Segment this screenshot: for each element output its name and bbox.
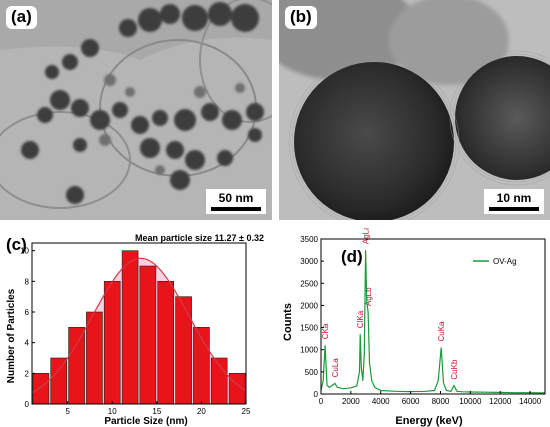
y-tick-label: 0 <box>314 390 319 399</box>
x-tick-label: 2000 <box>342 397 360 406</box>
peak-label: AgLa <box>362 228 371 244</box>
x-tick-label: 5 <box>65 407 70 416</box>
y-tick-label: 1000 <box>300 346 318 355</box>
y-axis-label: Counts <box>282 303 294 341</box>
scale-bar-label-b: 10 nm <box>496 191 532 205</box>
scale-bar-line-a <box>211 207 261 211</box>
scale-bar-label-a: 50 nm <box>218 191 254 205</box>
x-tick-label: 0 <box>319 397 324 406</box>
x-tick-label: 10000 <box>459 397 482 406</box>
y-tick-label: 2000 <box>300 301 318 310</box>
x-tick-label: 10 <box>108 407 117 416</box>
x-tick-label: 8000 <box>432 397 450 406</box>
scale-bar-b: 10 nm <box>484 189 544 214</box>
y-tick-label: 500 <box>305 368 319 377</box>
x-tick-label: 15 <box>152 407 161 416</box>
histogram-bar <box>121 250 139 405</box>
histogram-bar <box>68 327 85 405</box>
plot-frame <box>31 242 247 405</box>
histogram-bar <box>86 311 103 405</box>
eds-chart: CKa CuLa ClKa AgLa AgLb CuKa CuKb 0 500 1000 1500 2… <box>282 228 546 427</box>
spectrum-line <box>320 250 546 394</box>
x-axis-label: Particle Size (nm) <box>104 416 187 427</box>
histogram-chart: (c) Mean particle size 11.27 ± 0.32 0 2 4 6… <box>6 233 264 427</box>
peak-label: CuKa <box>437 321 446 342</box>
y-tick-label: 0 <box>25 400 30 409</box>
x-tick-label: 20 <box>197 407 206 416</box>
histogram-bar <box>175 296 192 405</box>
scale-bar-a: 50 nm <box>206 189 266 214</box>
x-tick-label: 14000 <box>519 397 542 406</box>
particle-size-histogram: (c) Mean particle size 11.27 ± 0.32 0 2 4 6… <box>0 228 272 427</box>
peak-label: CKa <box>321 323 330 339</box>
tem-micrograph-b <box>279 0 550 220</box>
scale-bar-line-b <box>489 207 539 211</box>
peak-label: ClKa <box>356 310 365 328</box>
histogram-bar <box>32 373 50 405</box>
histogram-bar <box>157 280 174 405</box>
y-tick-label: 2 <box>25 369 30 378</box>
histogram-bar <box>50 357 68 405</box>
legend-label: OV-Ag <box>493 257 517 266</box>
x-axis-label: Energy (keV) <box>395 415 463 427</box>
panel-label-b: (b) <box>285 6 317 29</box>
nanoparticle-large <box>294 62 454 220</box>
y-axis-label: Number of Particles <box>6 288 17 383</box>
y-tick-label: 6 <box>25 308 30 317</box>
x-tick-label: 25 <box>242 407 251 416</box>
peak-label: CuLa <box>331 358 340 378</box>
tem-image-low-mag: (a) 50 nm <box>0 0 272 220</box>
peak-label: CuKb <box>450 359 459 380</box>
eds-spectrum: CKa CuLa ClKa AgLa AgLb CuKa CuKb 0 500 1000 1500 2… <box>279 228 550 427</box>
mean-size-annotation: Mean particle size 11.27 ± 0.32 <box>135 233 264 243</box>
nanoparticle-right <box>455 56 550 180</box>
nanoparticle-cluster <box>21 2 264 204</box>
x-tick-label: 12000 <box>489 397 512 406</box>
y-tick-label: 2500 <box>300 279 318 288</box>
panel-label-d: (d) <box>341 247 363 266</box>
y-tick-label: 1500 <box>300 324 318 333</box>
y-tick-label: 3500 <box>300 235 318 244</box>
panel-label-c: (c) <box>6 235 27 254</box>
y-tick-label: 8 <box>25 277 30 286</box>
y-tick-label: 3000 <box>300 257 318 266</box>
gaussian-fit-line <box>31 257 247 394</box>
peak-label: AgLb <box>364 287 373 306</box>
tem-image-high-mag: (b) 10 nm <box>279 0 550 220</box>
y-tick-label: 10 <box>20 247 29 256</box>
histogram-bar <box>139 265 157 405</box>
tem-micrograph-a <box>0 0 272 220</box>
plot-frame <box>320 238 546 395</box>
histogram-bar <box>103 280 121 405</box>
y-tick-label: 4 <box>25 339 30 348</box>
x-tick-label: 6000 <box>402 397 420 406</box>
panel-label-a: (a) <box>6 6 37 29</box>
x-tick-label: 4000 <box>372 397 390 406</box>
fit-area <box>32 258 246 404</box>
